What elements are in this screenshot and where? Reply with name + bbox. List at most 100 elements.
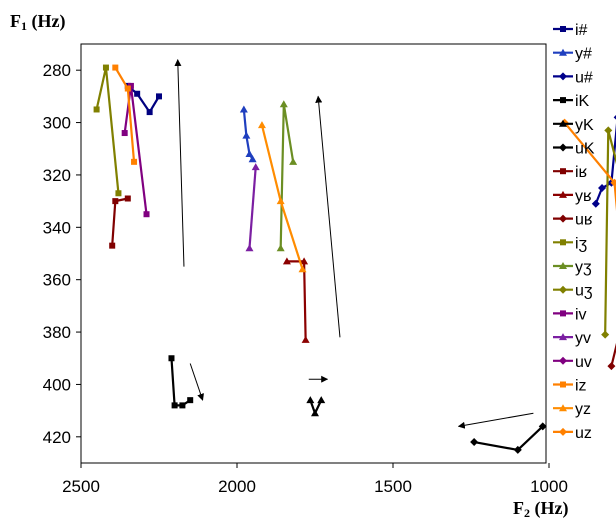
legend-label: iʁ: [575, 164, 588, 181]
legend-marker: [559, 285, 567, 294]
legend-label: y#: [575, 46, 592, 63]
data-point: [276, 197, 285, 205]
legend-marker: [559, 427, 567, 436]
data-point: [131, 158, 138, 165]
data-point: [298, 265, 307, 273]
series-line: [170, 358, 191, 407]
legend-entry: iv: [553, 306, 587, 323]
data-point: [179, 402, 186, 409]
x-tick-label: 1000: [530, 477, 568, 496]
data-point: [245, 244, 254, 252]
legend-entry: uv: [553, 354, 592, 371]
legend-marker: [559, 119, 567, 127]
legend-entry: yv: [553, 330, 591, 347]
data-point: [601, 330, 610, 339]
legend-marker: [559, 333, 567, 341]
legend-marker: [559, 143, 567, 152]
data-point: [93, 106, 100, 113]
data-point: [143, 211, 150, 218]
legend-marker: [560, 310, 566, 317]
legend-marker: [559, 262, 567, 269]
data-point: [245, 149, 254, 157]
series: [112, 64, 138, 165]
legend-entry: iz: [553, 378, 587, 395]
legend-entry: yʁ: [553, 188, 592, 205]
legend-entry: uʁ: [553, 212, 593, 229]
legend-marker: [559, 356, 567, 365]
legend-entry: u#: [553, 69, 593, 86]
data-point: [289, 157, 298, 165]
data-point: [610, 178, 616, 187]
data-point: [168, 355, 175, 362]
data-point: [279, 100, 288, 108]
legend-entry: uK: [553, 141, 595, 158]
legend-label: uz: [575, 425, 592, 442]
series-line: [95, 66, 120, 194]
data-point: [242, 131, 251, 139]
legend-label: yʁ: [575, 188, 592, 205]
data-point: [604, 126, 613, 135]
legend-marker: [559, 404, 567, 412]
data-point: [109, 242, 116, 249]
data-point: [102, 64, 109, 71]
legend-entry: iK: [553, 93, 590, 110]
data-point: [513, 445, 522, 454]
data-point: [311, 409, 319, 417]
y-axis-title-unit: (Hz): [27, 11, 65, 32]
x-axis-title: F2 (Hz): [513, 498, 568, 520]
series-line: [114, 67, 136, 162]
data-point: [127, 82, 134, 89]
legend-marker: [559, 48, 567, 56]
x-tick-label: 2000: [218, 477, 256, 496]
data-point: [300, 257, 309, 265]
series-line: [610, 342, 616, 367]
legend-entry: uz: [553, 425, 592, 442]
x-tick-label: 2500: [62, 477, 100, 496]
data-point: [124, 85, 131, 92]
legend-label: yv: [575, 330, 591, 347]
data-point: [134, 90, 141, 97]
series: [282, 257, 310, 343]
legend-entry: iʒ: [553, 235, 588, 252]
legend-label: u#: [575, 69, 593, 86]
legend-marker: [559, 72, 567, 81]
series-line: [123, 84, 148, 215]
legend-marker: [560, 381, 566, 388]
legend-label: i#: [575, 22, 588, 39]
data-point: [146, 109, 153, 116]
data-point: [112, 198, 119, 205]
legend-marker: [560, 239, 566, 246]
data-point: [251, 163, 260, 171]
y-axis-title: F1 (Hz): [10, 11, 65, 33]
series-line: [286, 260, 307, 340]
annotation-arrow: [174, 59, 185, 267]
data-point: [538, 422, 547, 431]
legend-label: iz: [575, 378, 587, 395]
series: [607, 342, 616, 371]
legend-entry: uʒ: [553, 283, 593, 300]
data-point: [124, 195, 131, 202]
legend-label: uv: [575, 354, 592, 371]
series: [109, 195, 131, 249]
legend-marker: [559, 190, 567, 198]
series-line: [473, 425, 544, 452]
y-tick-label: 340: [43, 218, 71, 237]
series-line: [248, 166, 257, 249]
data-point: [301, 335, 310, 343]
legend-label: uʒ: [575, 283, 593, 300]
data-point: [115, 190, 122, 197]
legend-label: iʒ: [575, 235, 588, 252]
legend-label: iv: [575, 306, 587, 323]
x-axis-title-base: F: [513, 498, 524, 518]
data-point: [306, 396, 315, 404]
series: [93, 64, 122, 197]
legend-label: yʒ: [575, 259, 592, 276]
data-point: [187, 397, 194, 404]
data-point: [282, 257, 291, 265]
plot-area: 280 300 320 340 360 380 400 420 2500 2000 1500 1000: [43, 43, 616, 496]
y-tick-label: 280: [43, 61, 71, 80]
legend: i# y# u# iK yK uK iʁ yʁ uʁ iʒ yʒ uʒ iv yv uv iz yz uz: [553, 22, 595, 442]
legend-entry: yʒ: [553, 259, 592, 276]
series-line: [111, 197, 129, 246]
data-point: [248, 155, 257, 163]
